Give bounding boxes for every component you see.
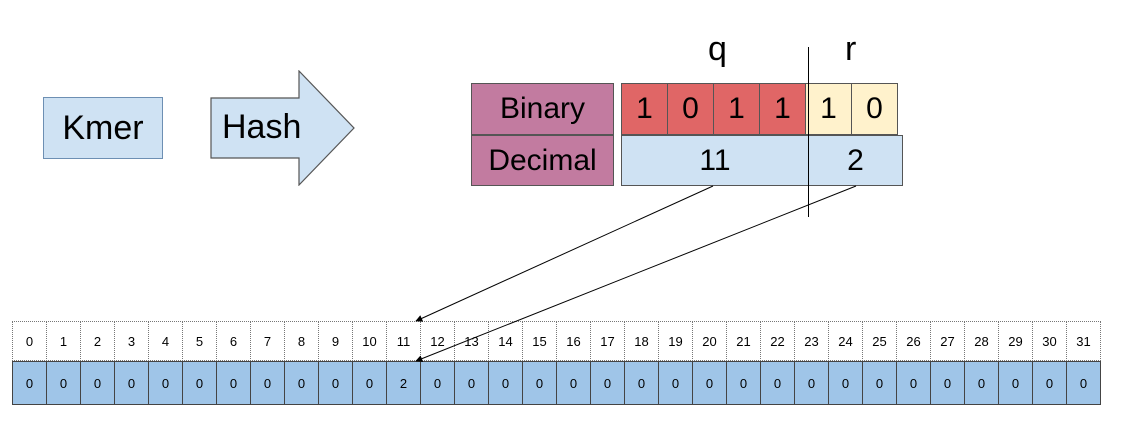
kmer-label: Kmer xyxy=(62,108,144,147)
array-index-cell: 28 xyxy=(964,321,999,361)
array-index-cell: 1 xyxy=(46,321,81,361)
array-value-cell: 0 xyxy=(182,361,217,405)
array-value-cell: 0 xyxy=(114,361,149,405)
kmer-box: Kmer xyxy=(43,97,163,159)
array-index-cell: 23 xyxy=(794,321,829,361)
array-value-cell: 0 xyxy=(726,361,761,405)
array-value-cell: 0 xyxy=(930,361,965,405)
binary-row-header: Binary xyxy=(471,83,614,135)
array-index-cell: 18 xyxy=(624,321,659,361)
array-value-cell: 0 xyxy=(352,361,387,405)
array-index-cell: 0 xyxy=(12,321,47,361)
decimal-remainder-value: 2 xyxy=(847,143,864,177)
array-value-cell: 0 xyxy=(454,361,489,405)
array-value-cell: 0 xyxy=(488,361,523,405)
array-value-cell: 0 xyxy=(794,361,829,405)
array-value-cell: 0 xyxy=(624,361,659,405)
array-index-cell: 25 xyxy=(862,321,897,361)
array-index-cell: 22 xyxy=(760,321,795,361)
decimal-quotient-value: 11 xyxy=(699,143,731,177)
array-index-cell: 4 xyxy=(148,321,183,361)
array-index-cell: 21 xyxy=(726,321,761,361)
array-index-cell: 10 xyxy=(352,321,387,361)
binary-label: Binary xyxy=(499,92,586,125)
array-value-cell: 0 xyxy=(420,361,455,405)
array-index-cell: 7 xyxy=(250,321,285,361)
array-value-cell: 0 xyxy=(1066,361,1101,405)
array-value-cell: 0 xyxy=(998,361,1033,405)
array-value-cell: 0 xyxy=(556,361,591,405)
array-value-cell: 0 xyxy=(216,361,251,405)
array-index-cell: 26 xyxy=(896,321,931,361)
array-index-cell: 3 xyxy=(114,321,149,361)
array-index-cell: 30 xyxy=(1032,321,1067,361)
array-index-cell: 8 xyxy=(284,321,319,361)
array-value-cell: 0 xyxy=(964,361,999,405)
decimal-row-header: Decimal xyxy=(471,135,614,186)
array-index-cell: 14 xyxy=(488,321,523,361)
array-value-cell: 0 xyxy=(862,361,897,405)
quotient-bit: 0 xyxy=(667,83,714,135)
array-value-cell: 0 xyxy=(250,361,285,405)
array-index-cell: 27 xyxy=(930,321,965,361)
remainder-bit: 0 xyxy=(851,83,898,135)
array-value-cell: 0 xyxy=(12,361,47,405)
quotient-bit: 1 xyxy=(759,83,806,135)
array-value-cell: 0 xyxy=(148,361,183,405)
array-index-cell: 15 xyxy=(522,321,557,361)
hash-label: Hash xyxy=(222,108,302,146)
array-value-cell: 0 xyxy=(828,361,863,405)
array-index-cell: 20 xyxy=(692,321,727,361)
decimal-remainder: 2 xyxy=(808,135,903,186)
quotient-arrow xyxy=(415,185,714,322)
hash-arrow-shape xyxy=(210,70,355,186)
array-index-cell: 13 xyxy=(454,321,489,361)
array-value-cell: 0 xyxy=(522,361,557,405)
array-index-cell: 17 xyxy=(590,321,625,361)
array-value-cell: 0 xyxy=(760,361,795,405)
decimal-quotient: 11 xyxy=(621,135,809,186)
decimal-label: Decimal xyxy=(488,143,597,177)
remainder-bit: 1 xyxy=(805,83,852,135)
array-value-cell: 0 xyxy=(1032,361,1067,405)
array-index-cell: 16 xyxy=(556,321,591,361)
array-value-cell: 0 xyxy=(658,361,693,405)
quotient-bit: 1 xyxy=(621,83,668,135)
array-value-cell: 0 xyxy=(590,361,625,405)
array-value-cell: 0 xyxy=(46,361,81,405)
array-value-cell: 2 xyxy=(386,361,421,405)
q-label: q xyxy=(708,30,727,68)
array-index-cell: 31 xyxy=(1066,321,1101,361)
array-index-cell: 11 xyxy=(386,321,421,361)
array-value-cell: 0 xyxy=(896,361,931,405)
array-index-cell: 2 xyxy=(80,321,115,361)
array-index-cell: 29 xyxy=(998,321,1033,361)
array-index-cell: 9 xyxy=(318,321,353,361)
array-index-cell: 5 xyxy=(182,321,217,361)
quotient-bit: 1 xyxy=(713,83,760,135)
array-value-cell: 0 xyxy=(284,361,319,405)
qr-divider-line xyxy=(808,47,809,217)
array-index-cell: 24 xyxy=(828,321,863,361)
array-index-cell: 6 xyxy=(216,321,251,361)
r-label: r xyxy=(845,30,857,68)
array-value-cell: 0 xyxy=(318,361,353,405)
array-value-cell: 0 xyxy=(692,361,727,405)
array-index-cell: 19 xyxy=(658,321,693,361)
array-value-cell: 0 xyxy=(80,361,115,405)
array-index-row: 0 1 2 3 4 5 6 7 8 9 10 11 12 13 14 15 16 17 18 19 20 21 22 23 24… xyxy=(12,321,1101,361)
array-index-cell: 12 xyxy=(420,321,455,361)
